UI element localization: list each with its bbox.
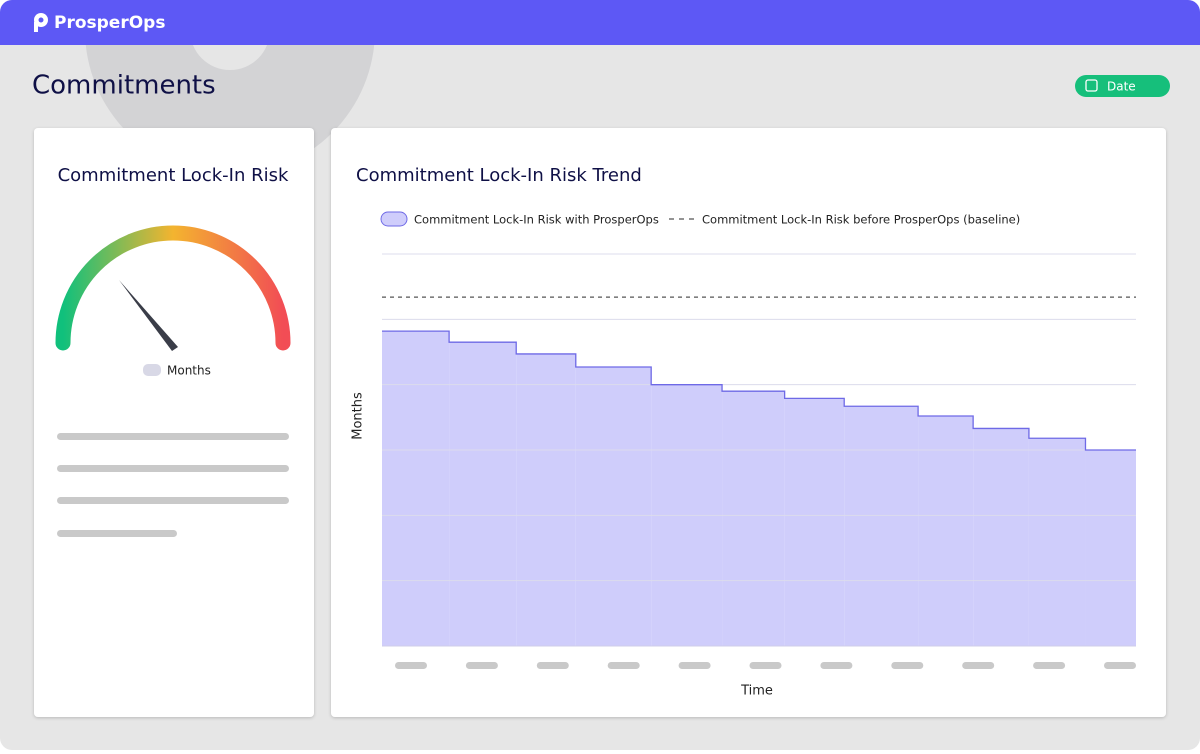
- x-label-placeholder: [536, 662, 569, 669]
- step-area: [382, 331, 450, 646]
- x-label-placeholder: [891, 662, 924, 669]
- x-label-placeholder: [962, 662, 995, 669]
- date-button[interactable]: [1075, 75, 1170, 97]
- step-area: [1028, 438, 1086, 646]
- step-line: [382, 330, 1136, 451]
- step-area: [973, 428, 1029, 646]
- step-area: [784, 398, 845, 646]
- x-label-placeholder: [1104, 662, 1136, 669]
- step-area: [1085, 450, 1136, 646]
- gauge-title: Commitment Lock-In Risk: [58, 165, 289, 186]
- date-button-label[interactable]: Date: [1107, 80, 1136, 94]
- step-area: [722, 391, 785, 646]
- x-axis-label: Time: [740, 684, 773, 699]
- step-area: [918, 416, 974, 646]
- step-area: [844, 406, 919, 646]
- gauge-card: [34, 128, 314, 717]
- gauge-arc: [55, 225, 291, 351]
- step-area: [575, 367, 652, 646]
- x-label-placeholder: [1033, 662, 1066, 669]
- legend-label: Commitment Lock-In Risk before ProsperOp…: [702, 213, 1020, 227]
- header-bar: [0, 0, 1200, 45]
- x-label-placeholder: [607, 662, 640, 669]
- calendar-icon: [1085, 79, 1098, 92]
- legend-label: Commitment Lock-In Risk with ProsperOps: [414, 213, 659, 227]
- gauge-needle: [119, 280, 178, 351]
- skeleton-line: [57, 530, 177, 537]
- plot: Commitment Lock-In Risk with ProsperOps C…: [380, 211, 1136, 669]
- step-area: [449, 342, 517, 646]
- logo-icon: [34, 22, 38, 32]
- x-label-placeholder: [749, 662, 782, 669]
- x-label-placeholder: [820, 662, 853, 669]
- chart-title: Commitment Lock-In Risk Trend: [356, 165, 642, 186]
- blurred-value: [143, 364, 161, 376]
- x-label-placeholder: [465, 662, 498, 669]
- step-area: [516, 353, 576, 646]
- skeleton-line: [57, 497, 289, 504]
- logo-icon: [38, 17, 44, 23]
- skeleton-line: [57, 465, 289, 472]
- x-label-placeholder: [395, 662, 427, 669]
- brand: ProsperOps: [54, 13, 165, 33]
- legend-swatch: [380, 211, 408, 227]
- y-axis-label: Months: [351, 392, 366, 440]
- page-title: Commitments: [32, 71, 216, 101]
- gauge-unit: Months: [167, 364, 211, 378]
- x-label-placeholder: [678, 662, 711, 669]
- skeleton-line: [57, 433, 289, 440]
